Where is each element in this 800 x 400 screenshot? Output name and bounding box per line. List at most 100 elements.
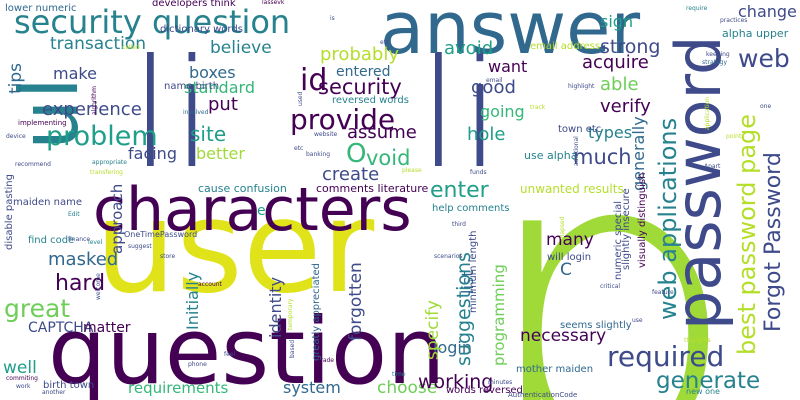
word: trade <box>318 357 334 364</box>
word: minimum length <box>468 230 479 313</box>
word: feel <box>224 351 236 358</box>
word: approach <box>108 183 126 254</box>
word: Apart <box>704 163 721 170</box>
word: hole <box>467 124 506 145</box>
word: thoughts <box>684 337 711 344</box>
word: boxes <box>189 63 236 82</box>
word: security <box>318 75 402 99</box>
word: hard <box>55 271 106 296</box>
word: sign <box>600 12 634 31</box>
word: email address <box>530 41 601 52</box>
word: problem <box>46 121 158 152</box>
word: disable pasting <box>4 174 15 250</box>
word: suggest <box>128 243 152 250</box>
word: device <box>6 133 26 140</box>
word: recommend <box>15 161 51 168</box>
word: based <box>289 339 296 358</box>
word: able <box>600 74 639 95</box>
word: web <box>738 44 790 73</box>
word: town etc <box>558 124 602 135</box>
word: going <box>480 102 525 121</box>
word: generate <box>656 368 761 394</box>
word: Edit <box>68 211 80 218</box>
word: cause confusion <box>198 182 287 195</box>
word: temporary <box>287 298 294 330</box>
word: developers think <box>152 0 236 9</box>
word: programming <box>490 264 508 366</box>
word: email <box>486 77 503 84</box>
word: Forgot Password <box>761 152 786 332</box>
word: entered <box>336 64 391 80</box>
word: C <box>560 260 572 280</box>
word: mother maiden <box>516 364 594 375</box>
word: better <box>196 144 245 163</box>
word: track <box>530 104 546 111</box>
word: verify <box>600 96 651 117</box>
word: system <box>283 378 341 397</box>
word: necessary <box>520 326 607 346</box>
word: additional <box>573 136 580 166</box>
word: choose <box>377 378 438 398</box>
word: transfering <box>90 169 123 176</box>
word: enter <box>430 178 489 203</box>
word: make <box>53 64 97 83</box>
word: li <box>418 28 502 202</box>
word: O <box>346 139 367 169</box>
word: is <box>330 15 335 22</box>
word: types <box>588 123 633 142</box>
word: working <box>418 371 494 393</box>
word: characters <box>93 175 412 245</box>
word: website <box>314 131 338 138</box>
word: required <box>607 340 725 373</box>
word: best password page <box>733 113 761 355</box>
word: acquire <box>582 52 649 73</box>
word: user <box>95 173 375 322</box>
word: scenarios <box>434 253 463 260</box>
word: identity <box>266 276 285 338</box>
word: feature <box>652 289 674 296</box>
word: store <box>160 253 176 260</box>
word: lower numeric <box>5 3 77 14</box>
word: dictionary words <box>160 24 243 35</box>
word: e <box>257 203 266 219</box>
word: elapsed <box>559 216 566 240</box>
word: li <box>130 28 214 202</box>
word: CAPTCHA <box>28 320 94 336</box>
word: work <box>16 383 31 390</box>
word: help comments <box>432 203 510 214</box>
word: provide <box>290 103 396 136</box>
word: appropriate <box>92 159 127 166</box>
word: welcome <box>95 273 102 300</box>
word: strategy <box>702 59 728 66</box>
word: tips <box>6 62 26 94</box>
word: will login <box>547 252 592 263</box>
word: third <box>452 221 466 228</box>
word: banking <box>306 151 331 158</box>
word: requirements <box>128 379 229 397</box>
word: points <box>726 133 745 140</box>
word: phone <box>188 361 207 368</box>
word: well <box>3 358 37 378</box>
word: lassevk <box>262 0 285 6</box>
word: called <box>122 44 140 51</box>
word: login <box>433 338 472 357</box>
word: practices <box>720 17 748 24</box>
word: OneTimePassword <box>124 230 198 239</box>
word: time <box>392 371 406 378</box>
word: site <box>190 122 227 146</box>
word: believe <box>210 38 272 58</box>
word: another <box>42 389 66 396</box>
word: strong <box>600 36 661 58</box>
word: one <box>760 103 772 110</box>
word: slightly insecure <box>621 188 632 270</box>
word: forgotten <box>346 262 366 341</box>
word: avoid <box>444 38 494 59</box>
word: void <box>366 146 411 170</box>
word: many <box>546 230 594 250</box>
word: specify <box>423 300 443 360</box>
word: minutes <box>488 379 513 386</box>
word: unwanted results <box>520 182 624 196</box>
word: much <box>573 145 632 169</box>
word: new one <box>686 387 720 396</box>
